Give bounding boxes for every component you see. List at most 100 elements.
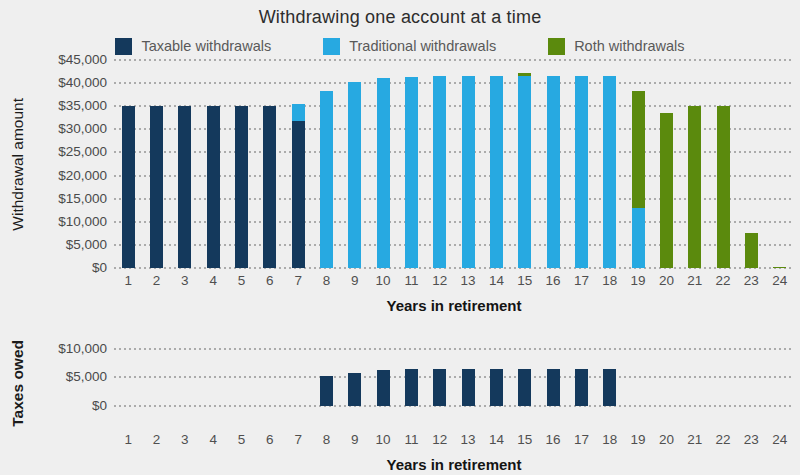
taxable-bar-segment xyxy=(235,106,248,268)
bar-slot xyxy=(369,60,397,268)
taxes-ylabel-cell: Taxes owed xyxy=(0,340,36,427)
taxable-swatch-icon xyxy=(115,38,132,55)
bar-slot xyxy=(142,340,170,406)
x-tick-label: 5 xyxy=(227,273,255,288)
roth-bar-segment xyxy=(773,267,786,268)
bar-year-23 xyxy=(745,60,758,268)
bar-slot xyxy=(341,340,369,406)
bar-year-9 xyxy=(348,60,361,268)
y-tick-label: $45,000 xyxy=(58,52,107,67)
y-tick-label: $0 xyxy=(92,260,107,275)
traditional-bar-segment xyxy=(632,208,645,268)
taxable-bar-segment xyxy=(122,106,135,268)
taxable-bar-segment xyxy=(348,373,361,406)
legend-label-taxable: Taxable withdrawals xyxy=(141,38,271,54)
legend: Taxable withdrawals Traditional withdraw… xyxy=(0,36,800,56)
bar-year-18 xyxy=(603,60,616,268)
x-tick-label: 4 xyxy=(199,432,227,447)
x-tick-label: 20 xyxy=(652,273,680,288)
x-tick-label: 22 xyxy=(709,273,737,288)
bar-slot xyxy=(766,60,794,268)
bar-slot xyxy=(624,60,652,268)
bar-slot xyxy=(312,60,340,268)
bar-slot xyxy=(539,340,567,406)
y-tick-label: $40,000 xyxy=(58,75,107,90)
chart-title: Withdrawing one account at a time xyxy=(0,7,800,28)
x-tick-label: 8 xyxy=(312,273,340,288)
traditional-bar-segment xyxy=(377,78,390,268)
x-tick-label: 16 xyxy=(539,432,567,447)
bar-year-9 xyxy=(348,340,361,406)
taxable-bar-segment xyxy=(377,370,390,406)
withdrawal-bars xyxy=(114,60,794,268)
y-tick-label: $35,000 xyxy=(58,98,107,113)
bar-year-17 xyxy=(575,60,588,268)
x-tick-label: 5 xyxy=(227,432,255,447)
x-tick-label: 18 xyxy=(596,432,624,447)
y-tick-label: $20,000 xyxy=(58,168,107,183)
x-tick-label: 8 xyxy=(312,432,340,447)
bar-slot xyxy=(539,60,567,268)
bar-year-4 xyxy=(207,340,220,406)
y-tick-label: $30,000 xyxy=(58,122,107,137)
bar-year-1 xyxy=(122,340,135,406)
bar-slot xyxy=(709,340,737,406)
legend-item-roth: Roth withdrawals xyxy=(548,38,684,55)
bar-year-12 xyxy=(433,340,446,406)
taxable-bar-segment xyxy=(320,376,333,406)
traditional-bar-segment xyxy=(292,104,305,122)
bar-year-19 xyxy=(632,60,645,268)
bar-year-6 xyxy=(263,60,276,268)
x-tick-label: 3 xyxy=(171,273,199,288)
bar-slot xyxy=(567,60,595,268)
bar-year-10 xyxy=(377,60,390,268)
bar-year-20 xyxy=(660,340,673,406)
taxable-bar-segment xyxy=(207,106,220,268)
bar-year-21 xyxy=(688,340,701,406)
x-tick-label: 11 xyxy=(397,273,425,288)
taxable-bar-segment xyxy=(292,121,305,268)
y-tick-label: $10,000 xyxy=(58,341,107,356)
bar-slot xyxy=(596,60,624,268)
roth-bar-segment xyxy=(717,106,730,268)
withdrawal-x-axis-label: Years in retirement xyxy=(114,297,794,314)
bar-slot xyxy=(454,60,482,268)
x-tick-label: 4 xyxy=(199,273,227,288)
bar-year-11 xyxy=(405,60,418,268)
taxable-bar-segment xyxy=(150,106,163,268)
x-tick-label: 10 xyxy=(369,432,397,447)
taxes-bars xyxy=(114,340,794,406)
bar-slot xyxy=(397,340,425,406)
taxes-y-axis-ticks: $10,000$5,000$0 xyxy=(36,340,114,406)
taxable-bar-segment xyxy=(490,369,503,406)
x-tick-label: 23 xyxy=(737,273,765,288)
bar-year-5 xyxy=(235,340,248,406)
bar-year-14 xyxy=(490,340,503,406)
traditional-bar-segment xyxy=(348,82,361,268)
legend-label-roth: Roth withdrawals xyxy=(574,38,684,54)
bar-slot xyxy=(142,60,170,268)
x-tick-label: 19 xyxy=(624,273,652,288)
withdrawal-amount-chart: Withdrawal amount $45,000$40,000$35,000$… xyxy=(0,60,794,314)
x-tick-label: 20 xyxy=(652,432,680,447)
roth-bar-segment xyxy=(632,91,645,209)
x-tick-label: 24 xyxy=(766,273,794,288)
bar-year-3 xyxy=(178,60,191,268)
bar-slot xyxy=(426,340,454,406)
withdrawal-y-axis-ticks: $45,000$40,000$35,000$30,000$25,000$20,0… xyxy=(36,60,114,268)
bar-year-21 xyxy=(688,60,701,268)
bar-year-5 xyxy=(235,60,248,268)
bar-slot xyxy=(256,340,284,406)
bar-slot xyxy=(681,340,709,406)
taxable-bar-segment xyxy=(405,369,418,406)
bar-slot xyxy=(171,340,199,406)
bar-slot xyxy=(256,60,284,268)
taxable-bar-segment xyxy=(575,369,588,406)
bar-slot xyxy=(709,60,737,268)
x-tick-label: 14 xyxy=(482,432,510,447)
bar-year-2 xyxy=(150,60,163,268)
bar-slot xyxy=(426,60,454,268)
traditional-bar-segment xyxy=(433,76,446,268)
taxable-bar-segment xyxy=(433,369,446,406)
traditional-bar-segment xyxy=(405,77,418,268)
